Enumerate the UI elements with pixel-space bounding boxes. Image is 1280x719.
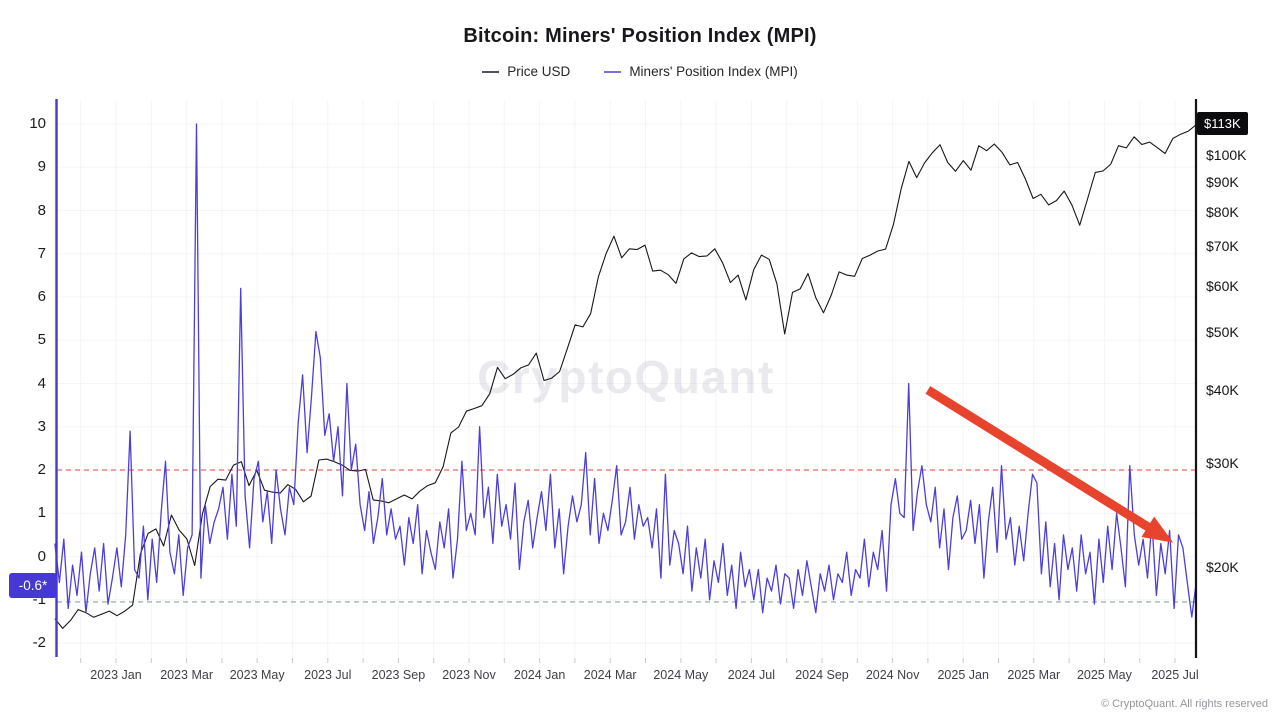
y-axis-left-tick: 9 bbox=[37, 158, 46, 176]
x-axis-tick: 2023 Sep bbox=[371, 668, 426, 682]
x-axis-tick: 2023 Mar bbox=[160, 668, 213, 682]
cryptoquant-watermark: CryptoQuant bbox=[477, 351, 775, 403]
y-axis-left-tick: 2 bbox=[37, 461, 46, 478]
x-axis-tick: 2024 Sep bbox=[795, 668, 849, 682]
current-price-badge: $113K bbox=[1197, 112, 1248, 135]
x-axis-tick: 2024 Nov bbox=[865, 668, 920, 682]
x-axis-tick: 2023 May bbox=[229, 668, 285, 682]
y-axis-left-tick: 8 bbox=[37, 201, 46, 219]
y-axis-right-tick: $20K bbox=[1206, 559, 1239, 576]
x-axis-tick: 2023 Jan bbox=[90, 668, 142, 682]
x-axis-tick: 2023 Jul bbox=[304, 668, 352, 682]
x-axis-tick: 2024 Jan bbox=[513, 668, 566, 682]
y-axis-left-tick: 6 bbox=[37, 288, 46, 305]
y-axis-left-tick: 4 bbox=[37, 374, 46, 392]
y-axis-right-tick: $70K bbox=[1206, 238, 1239, 255]
mpi-line bbox=[54, 123, 1197, 618]
x-axis-tick: 2024 Jul bbox=[727, 668, 776, 682]
y-axis-left-tick: 0 bbox=[37, 547, 46, 565]
y-axis-left-tick: 10 bbox=[29, 115, 46, 132]
mpi-line-swatch-icon bbox=[604, 70, 622, 73]
trend-arrow-head bbox=[1141, 516, 1174, 543]
copyright-note: © CryptoQuant. All rights reserved bbox=[1100, 698, 1268, 710]
y-axis-right-tick: $90K bbox=[1206, 173, 1239, 190]
x-axis-tick: 2023 Nov bbox=[442, 668, 496, 682]
y-axis-left-tick: 5 bbox=[37, 331, 46, 349]
y-axis-right-tick: $50K bbox=[1206, 324, 1239, 341]
y-axis-left-tick: 3 bbox=[37, 417, 46, 435]
y-axis-right-tick: $80K bbox=[1206, 204, 1239, 221]
trend-arrow bbox=[925, 386, 1154, 533]
y-axis-left-tick: -2 bbox=[32, 634, 46, 651]
x-axis-tick: 2024 May bbox=[653, 668, 709, 682]
legend-item-price: Price USD bbox=[482, 64, 570, 79]
x-axis-tick: 2025 Jan bbox=[937, 668, 989, 682]
y-axis-left-tick: 7 bbox=[37, 244, 46, 262]
y-axis-right-tick: $100K bbox=[1206, 147, 1247, 163]
legend: Price USD Miners' Position Index (MPI) bbox=[0, 64, 1280, 79]
y-axis-right-tick: $30K bbox=[1206, 455, 1239, 472]
price-line-swatch-icon bbox=[482, 70, 500, 73]
y-axis-right-tick: $60K bbox=[1206, 277, 1239, 294]
x-axis-tick: 2025 Jul bbox=[1151, 668, 1199, 682]
price-legend-label: Price USD bbox=[507, 64, 571, 79]
legend-item-mpi: Miners' Position Index (MPI) bbox=[604, 64, 798, 79]
x-axis-tick: 2025 May bbox=[1076, 668, 1132, 682]
chart-title: Bitcoin: Miners' Position Index (MPI) bbox=[463, 25, 817, 47]
x-axis-tick: 2024 Mar bbox=[583, 668, 637, 682]
y-axis-right-tick: $40K bbox=[1206, 381, 1239, 398]
y-axis-left-tick: 1 bbox=[37, 504, 46, 522]
x-axis-tick: 2025 Mar bbox=[1007, 668, 1061, 682]
current-mpi-badge: -0.6* bbox=[9, 573, 57, 598]
mpi-legend-label: Miners' Position Index (MPI) bbox=[629, 64, 798, 79]
